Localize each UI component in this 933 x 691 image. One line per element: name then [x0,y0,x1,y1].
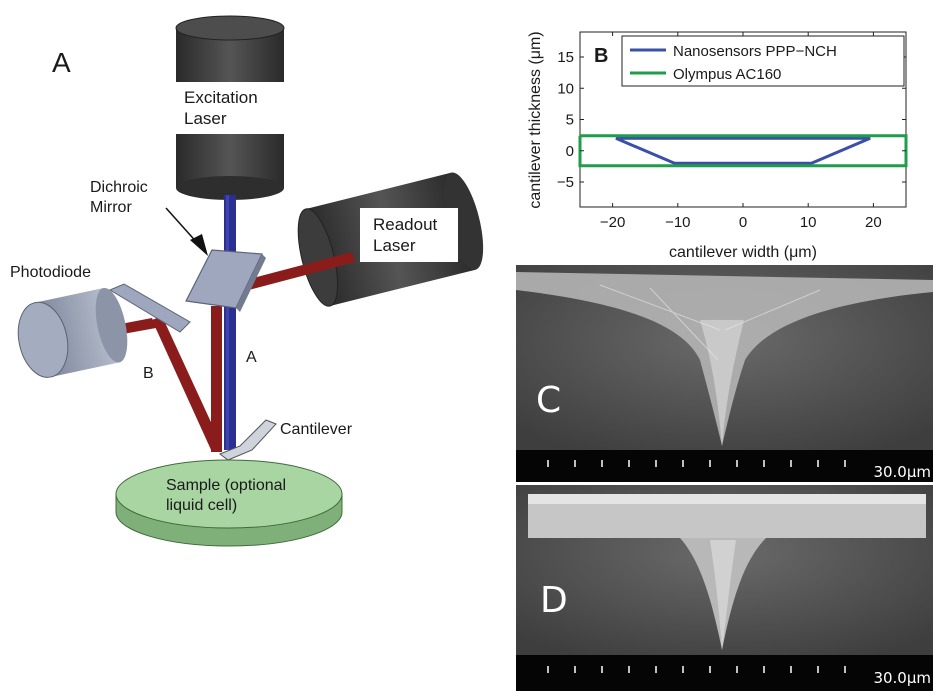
series-line-1 [578,134,908,168]
fold-mirror [108,283,191,333]
legend-label-olympus: Olympus AC160 [673,66,781,83]
sample-label-line2: liquid cell) [166,497,237,514]
y-tick-label: 15 [557,49,574,66]
panel-d-letter: D [540,580,568,621]
legend-box [621,35,905,87]
excitation-label-line2: Laser [184,109,227,128]
x-tick-label: −20 [600,214,625,231]
dichroic-label-line2: Mirror [90,199,132,216]
cross-section-chart: −20 −10 0 10 20 −5 0 5 10 15 B Nanosensors PPP−NC… [527,31,908,261]
dichroic-mirror [185,249,266,312]
excitation-label-line1: Excitation [184,88,258,107]
y-tick-label: −5 [557,174,574,191]
readout-beam-down [211,306,222,452]
sample-label-line1: Sample (optional [166,477,286,494]
scale-strip-c [516,450,933,482]
dichroic-label-line1: Dichroic [90,179,148,196]
panel-c-letter: C [536,380,561,421]
excitation-laser: Excitation Laser [175,15,285,200]
setup-diagram: A Excitation Laser Readout Laser [10,15,484,547]
panel-a-letter: A [52,47,71,78]
chart-legend: Nanosensors PPP−NCH Olympus AC160 [621,35,905,87]
x-axis-label: cantilever width (μm) [669,244,817,261]
readout-laser: Readout Laser [297,172,484,307]
excitation-beam [224,195,236,450]
sem-image-c: C 30.0μm [516,265,933,482]
sample-disc [115,459,343,547]
photodiode-label: Photodiode [10,264,91,281]
cantilever-label: Cantilever [280,421,353,438]
legend-label-nanosensors: Nanosensors PPP−NCH [673,43,837,60]
x-tick-label: 20 [865,214,882,231]
beam-b-label: B [143,365,154,382]
panel-b-letter: B [594,45,608,67]
y-tick-label: 5 [566,112,574,129]
y-tick-label: 10 [557,80,574,97]
readout-label-box [360,208,458,262]
scale-strip-d [516,655,933,691]
dichroic-arrowhead [190,234,208,256]
scale-label-d: 30.0μm [873,669,931,687]
sem-image-d: D 30.0μm [516,485,933,691]
x-tick-label: −10 [665,214,690,231]
y-tick-label: 0 [566,143,574,160]
readout-beam-segment [238,252,355,292]
beam-a-label: A [246,349,257,366]
reflected-beam-b [152,316,222,452]
series-line-0 [615,136,871,165]
x-tick-label: 0 [739,214,747,231]
photodiode [17,287,128,378]
readout-label-line2: Laser [373,236,416,255]
excitation-label-box [176,82,284,134]
readout-label-line1: Readout [373,215,438,234]
scale-label-c: 30.0μm [873,463,931,481]
x-tick-label: 10 [800,214,817,231]
y-axis-label: cantilever thickness (μm) [527,31,544,208]
